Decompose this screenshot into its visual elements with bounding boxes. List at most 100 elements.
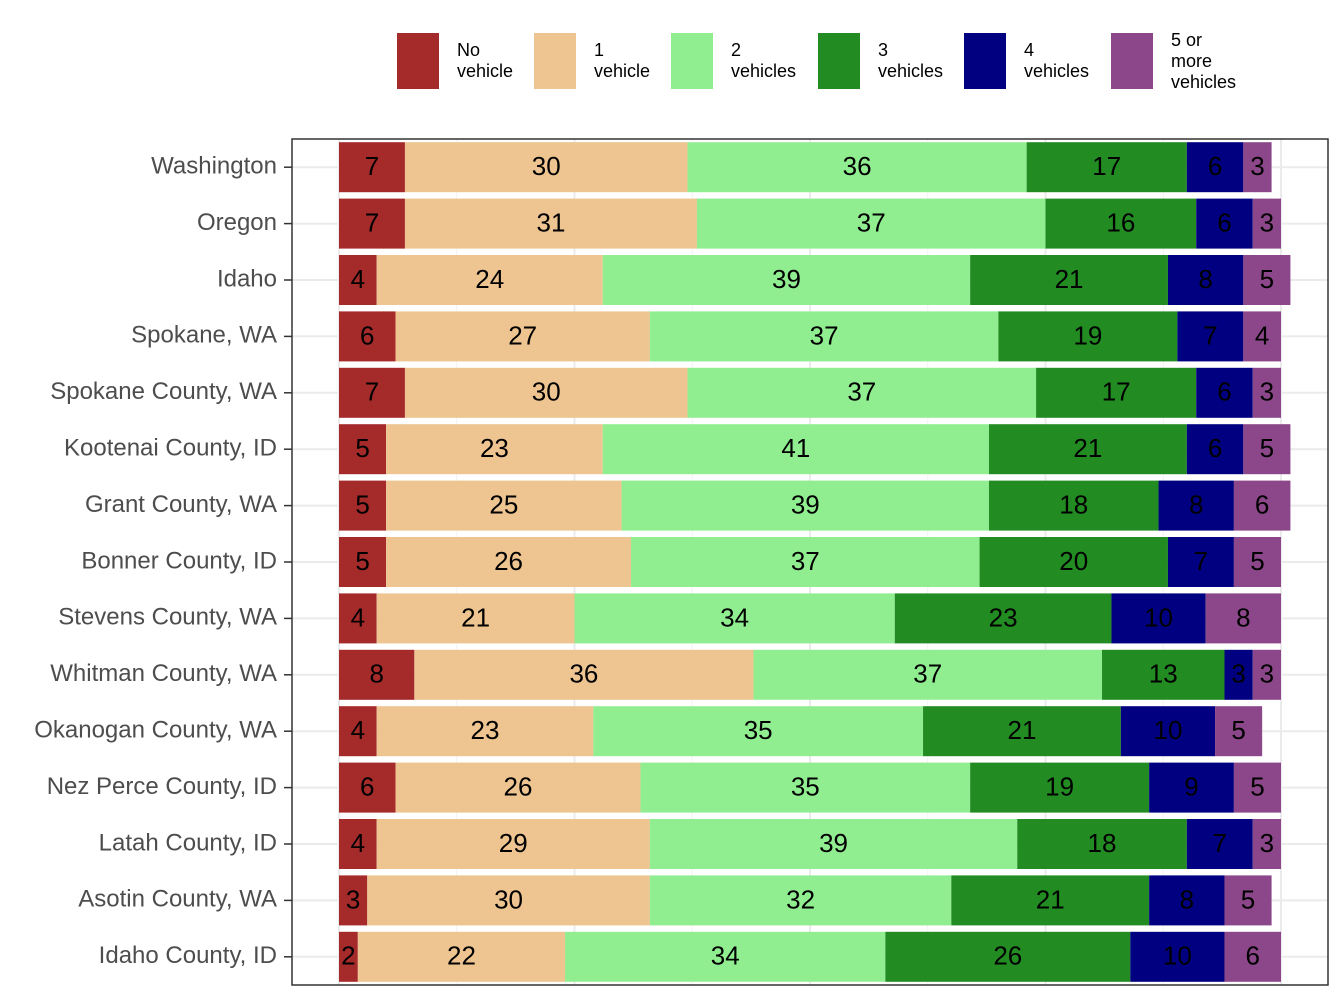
bar-segment xyxy=(1196,198,1253,249)
bar-segment xyxy=(395,762,641,813)
data-label: 21 xyxy=(1073,433,1102,463)
y-tick-label: Idaho xyxy=(217,265,277,292)
bar-segment xyxy=(367,875,650,926)
y-tick-label: Whitman County, WA xyxy=(50,660,277,687)
legend-label: 5 or more vehicles xyxy=(1171,29,1237,92)
data-label: 22 xyxy=(447,941,476,971)
legend-key xyxy=(818,33,860,89)
data-label: 5 xyxy=(1260,433,1274,463)
data-label: 6 xyxy=(1208,433,1222,463)
y-tick-label: Okanogan County, WA xyxy=(34,717,277,744)
bar-segment xyxy=(1243,311,1281,362)
bar-segment xyxy=(565,931,886,982)
legend-key xyxy=(534,33,576,89)
bar-segment xyxy=(621,480,989,531)
bar-segment xyxy=(1102,649,1225,700)
data-label: 30 xyxy=(494,884,523,914)
data-label: 21 xyxy=(1007,715,1036,745)
data-label: 3 xyxy=(1260,377,1274,407)
y-tick-label: Nez Perce County, ID xyxy=(47,773,277,800)
y-tick-label: Spokane, WA xyxy=(131,322,277,349)
y-tick-label: Idaho County, ID xyxy=(99,942,277,969)
data-label: 6 xyxy=(1246,941,1260,971)
bar-segment xyxy=(951,875,1150,926)
bar-segment xyxy=(1224,649,1253,700)
data-label: 6 xyxy=(360,320,374,350)
legend-key xyxy=(397,33,439,89)
data-label: 37 xyxy=(791,546,820,576)
data-label: 10 xyxy=(1153,715,1182,745)
panel-border xyxy=(291,138,1329,986)
data-label: 21 xyxy=(1055,264,1084,294)
bar-segment xyxy=(998,311,1178,362)
data-label: 5 xyxy=(355,546,369,576)
bar-segment xyxy=(1167,537,1234,587)
bar-segment xyxy=(339,762,396,813)
bar-segment xyxy=(1186,142,1244,193)
bar-segment xyxy=(640,762,971,813)
data-label: 37 xyxy=(857,207,886,237)
bar-segment xyxy=(339,593,377,644)
bar-segment xyxy=(1233,762,1281,813)
bar-segment xyxy=(1186,424,1244,475)
data-label: 8 xyxy=(1189,489,1203,519)
data-label: 21 xyxy=(1036,884,1065,914)
data-label: 4 xyxy=(1255,320,1269,350)
bar-segment xyxy=(602,424,989,475)
bar-segment xyxy=(631,537,980,587)
bar-segment xyxy=(979,537,1168,587)
bar-segment xyxy=(1233,480,1291,531)
bar-segment xyxy=(339,875,368,926)
data-label: 26 xyxy=(494,546,523,576)
data-label: 26 xyxy=(504,771,533,801)
bar-segment xyxy=(696,198,1046,249)
bar-segment xyxy=(1026,142,1187,193)
data-label: 20 xyxy=(1059,546,1088,576)
bar-segment xyxy=(376,593,575,644)
bar-segment xyxy=(687,142,1027,193)
bar-segment xyxy=(1233,537,1281,587)
bar-segment xyxy=(649,311,999,362)
data-label: 34 xyxy=(720,602,749,632)
data-label: 24 xyxy=(475,264,504,294)
legend-label: 1 vehicle xyxy=(594,40,651,81)
data-label: 17 xyxy=(1102,377,1131,407)
bar-segment xyxy=(1252,198,1281,249)
bar-segment xyxy=(1120,706,1216,757)
data-label: 5 xyxy=(1250,771,1264,801)
bar-segment xyxy=(1158,480,1234,531)
data-label: 7 xyxy=(1203,320,1217,350)
data-label: 35 xyxy=(744,715,773,745)
data-label: 7 xyxy=(365,151,379,181)
bar-segment xyxy=(339,931,358,982)
legend-key xyxy=(1111,33,1153,89)
bar-segment xyxy=(1036,367,1197,418)
bar-segment xyxy=(339,255,377,305)
data-label: 37 xyxy=(913,659,942,689)
bar-segment xyxy=(988,424,1187,475)
y-tick-label: Oregon xyxy=(197,209,277,236)
bar-segment xyxy=(923,706,1121,757)
legend-label: 3 vehicles xyxy=(878,40,944,81)
bar-segment xyxy=(1149,762,1234,813)
data-label: 41 xyxy=(781,433,810,463)
bar-segment xyxy=(339,367,405,418)
y-tick-label: Latah County, ID xyxy=(99,829,277,856)
bar-segment xyxy=(1252,367,1281,418)
bar-segment xyxy=(376,255,603,305)
legend-key xyxy=(964,33,1006,89)
data-label: 10 xyxy=(1144,602,1173,632)
bar-segment xyxy=(339,649,415,700)
data-label: 3 xyxy=(1260,828,1274,858)
bar-segment xyxy=(1167,255,1244,305)
bar-segment xyxy=(339,819,377,869)
bar-segment xyxy=(970,255,1168,305)
bar-segment xyxy=(574,593,895,644)
bar-segment xyxy=(1130,931,1225,982)
data-label: 37 xyxy=(847,377,876,407)
data-label: 21 xyxy=(461,602,490,632)
bar-segment xyxy=(1224,931,1281,982)
bar-segment xyxy=(339,537,387,587)
bar-segment xyxy=(339,480,387,531)
data-label: 5 xyxy=(1241,884,1255,914)
